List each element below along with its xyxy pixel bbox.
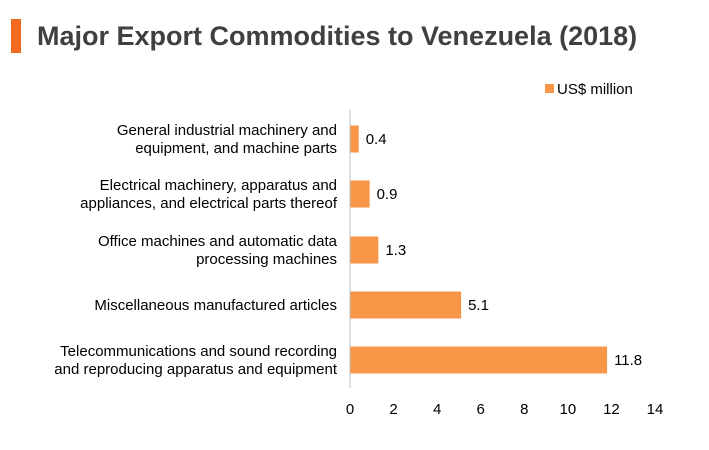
data-label: 0.4 [366, 131, 387, 148]
category-label: General industrial machinery and equipmen… [117, 122, 337, 157]
bar [350, 180, 370, 208]
legend-label: US$ million [557, 81, 633, 98]
category-label: Telecommunications and sound recording an… [54, 343, 338, 378]
x-tick-label: 12 [603, 401, 620, 418]
data-label: 0.9 [377, 186, 398, 203]
x-tick-label: 8 [520, 401, 528, 418]
category-label: Miscellaneous manufactured articles [94, 297, 337, 314]
data-label: 5.1 [468, 297, 489, 314]
bar [350, 346, 608, 374]
category-label: Office machines and automatic data proces… [98, 233, 338, 268]
data-label: 11.8 [614, 352, 642, 369]
chart-title: Major Export Commodities to Venezuela (2… [37, 21, 638, 51]
category-label: Electrical machinery, apparatus and appli… [80, 177, 338, 212]
bar [350, 291, 462, 319]
bar [350, 236, 379, 264]
bar [350, 125, 359, 153]
x-tick-label: 4 [433, 401, 441, 418]
data-label: 1.3 [385, 242, 406, 259]
x-tick-label: 0 [346, 401, 354, 418]
legend-swatch [545, 84, 554, 93]
x-tick-label: 6 [477, 401, 485, 418]
x-tick-label: 2 [389, 401, 397, 418]
title-accent-bar [11, 19, 21, 53]
x-tick-label: 10 [560, 401, 577, 418]
x-tick-label: 14 [647, 401, 664, 418]
